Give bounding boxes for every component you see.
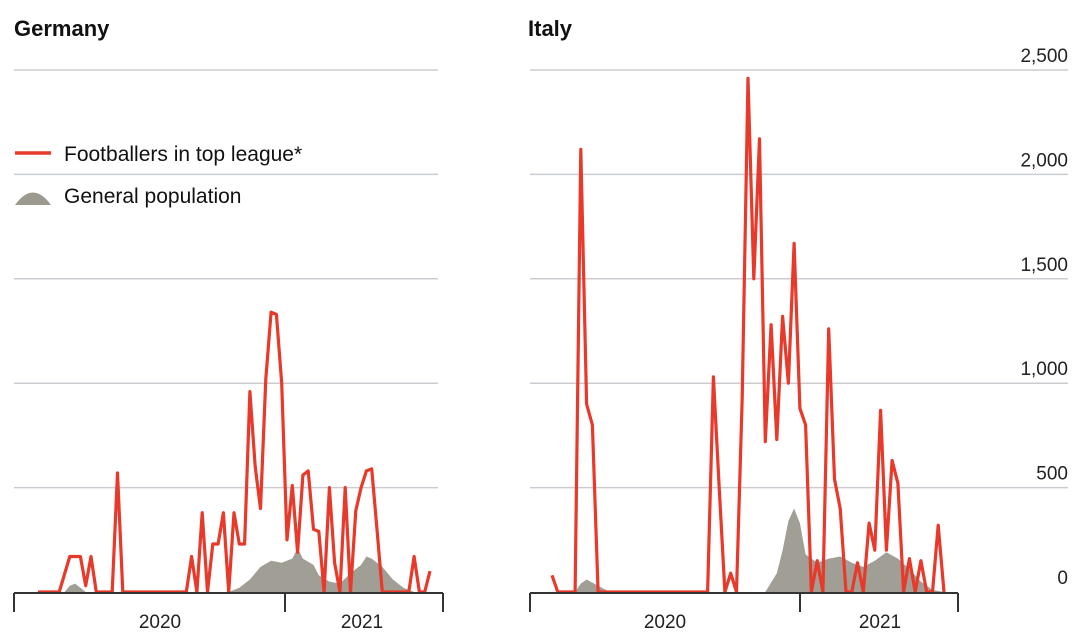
it-y-tick-label-2000: 2,000 [1020,150,1068,171]
legend-footballers-label: Footballers in top league* [64,143,302,166]
it-x-tick-label-2020: 2020 [644,612,686,633]
italy-panel: Italy 2020 2021 0 500 1,000 1,500 2,000 2,500 [528,16,1068,633]
italy-x-axis: 2020 2021 [529,592,959,633]
de-x-tick-label-2020: 2020 [139,612,181,633]
de-footballers-line [38,310,432,594]
de-x-tick-label-2021: 2021 [341,612,383,633]
it-y-tick-label-1000: 1,000 [1020,359,1068,380]
it-y-tick-label-1500: 1,500 [1020,255,1068,276]
italy-gridlines [530,69,1068,489]
it-y-tick-label-2500: 2,500 [1020,46,1068,67]
it-footballers-line [550,76,946,594]
it-y-tick-label-500: 500 [1036,464,1068,485]
germany-title: Germany [14,16,110,41]
italy-plot-area [550,76,946,594]
legend-population-label: General population [64,185,241,208]
germany-gridlines [14,69,438,489]
de-population-area [38,548,430,592]
it-y-tick-label-0: 0 [1057,568,1068,589]
it-x-tick-label-2021: 2021 [859,612,901,633]
italy-title: Italy [528,16,573,41]
legend-population-swatch [15,192,51,205]
germany-plot-area [38,310,432,594]
legend: Footballers in top league* General popul… [15,143,302,208]
germany-x-axis: 2020 2021 [13,592,444,633]
italy-y-axis: 0 500 1,000 1,500 2,000 2,500 [1020,46,1068,589]
germany-panel: Germany 2020 2021 Footballers in top leag… [13,16,444,633]
